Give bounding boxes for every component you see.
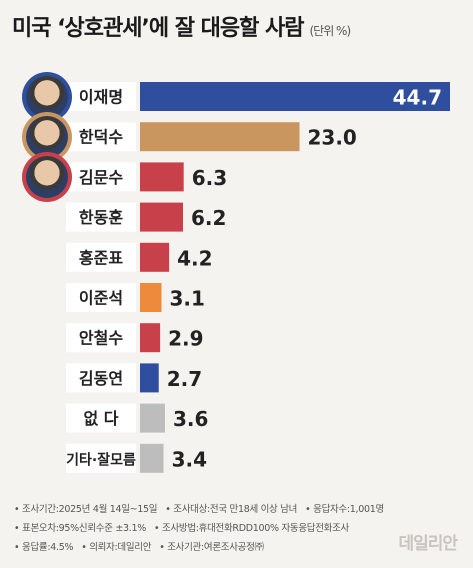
portrait-icon xyxy=(26,115,68,158)
value-label: 6.2 xyxy=(191,206,226,230)
category-label-box xyxy=(66,363,136,393)
dailian-logo: 데일리안 xyxy=(398,534,458,554)
portrait-icon xyxy=(26,155,68,198)
value-label: 6.3 xyxy=(192,166,227,190)
category-label: 한동훈 xyxy=(79,208,123,227)
bar-chart: 이재명 44.7 한덕수 23.0 김문수 6.3 한동훈 6.2 홍준표 4.2 이준석 3.1 안철… xyxy=(66,82,450,473)
category-label-box xyxy=(66,202,136,232)
portrait-icon xyxy=(26,75,68,118)
footer-response-rate: • 응답률:4.5% xyxy=(14,542,74,553)
category-label: 이준석 xyxy=(79,289,123,308)
footer-agency: • 조사기관:여론조사공정㈜ xyxy=(159,542,264,553)
bar xyxy=(140,162,184,192)
footer-line-1: • 조사기간:2025년 4월 14일~15일 • 조사대상:전국 만18세 이상… xyxy=(14,500,454,519)
category-label: 이재명 xyxy=(79,88,123,107)
category-label-box xyxy=(66,323,136,353)
category-label-box xyxy=(66,122,136,152)
bar xyxy=(140,202,183,232)
avatar xyxy=(22,151,72,202)
bar xyxy=(140,363,159,393)
footer-sampling-error: • 표본오차:95%신뢰수준 ±3.1% xyxy=(14,523,146,534)
category-label-box xyxy=(66,82,136,111)
page-title: 미국 ‘상호관세’에 잘 대응할 사람 (단위 %) xyxy=(12,10,351,42)
value-label: 3.4 xyxy=(172,447,207,471)
category-label-box xyxy=(66,162,136,192)
category-label-box xyxy=(66,242,136,272)
chart-title: 미국 ‘상호관세’에 잘 대응할 사람 xyxy=(12,16,304,41)
category-label: 한덕수 xyxy=(79,128,123,147)
value-label: 4.2 xyxy=(177,246,212,270)
value-label: 2.9 xyxy=(168,327,203,351)
value-label: 3.1 xyxy=(169,287,204,311)
bar xyxy=(140,443,164,473)
bar xyxy=(140,323,161,353)
value-label: 23.0 xyxy=(308,126,357,150)
footer-survey-target: • 조사대상:전국 만18세 이상 남녀 xyxy=(165,504,298,515)
category-label: 김문수 xyxy=(79,168,123,187)
category-label: 없 다 xyxy=(83,409,118,428)
footer-respondents: • 응답자수:1,001명 xyxy=(305,504,384,515)
value-label: 3.6 xyxy=(173,407,208,431)
category-label: 안철수 xyxy=(79,329,123,348)
category-label: 김동연 xyxy=(79,369,123,388)
unit-label: (단위 %) xyxy=(309,24,351,38)
footer-survey-method: • 조사방법:휴대전화RDD100% 자동응답전화조사 xyxy=(153,523,349,534)
bar xyxy=(140,122,300,152)
footer-client: • 의뢰자:데일리안 xyxy=(81,542,152,553)
footer-line-2: • 표본오차:95%신뢰수준 ±3.1% • 조사방법:휴대전화RDD100% 자… xyxy=(14,519,454,538)
bar xyxy=(140,82,450,111)
bar xyxy=(140,403,165,433)
bar xyxy=(140,242,170,272)
footer-line-3: • 응답률:4.5% • 의뢰자:데일리안 • 조사기관:여론조사공정㈜ xyxy=(14,538,454,557)
category-label-box xyxy=(66,283,136,312)
bar xyxy=(140,283,162,312)
category-label: 홍준표 xyxy=(79,248,123,267)
category-label-box xyxy=(66,403,136,433)
category-label-box xyxy=(66,443,136,473)
value-label: 2.7 xyxy=(167,367,202,391)
footer-survey-period: • 조사기간:2025년 4월 14일~15일 xyxy=(14,504,158,515)
value-label: 44.7 xyxy=(393,86,442,110)
survey-footer: • 조사기간:2025년 4월 14일~15일 • 조사대상:전국 만18세 이상… xyxy=(14,500,454,557)
category-label: 기타·잘모름 xyxy=(66,452,136,468)
